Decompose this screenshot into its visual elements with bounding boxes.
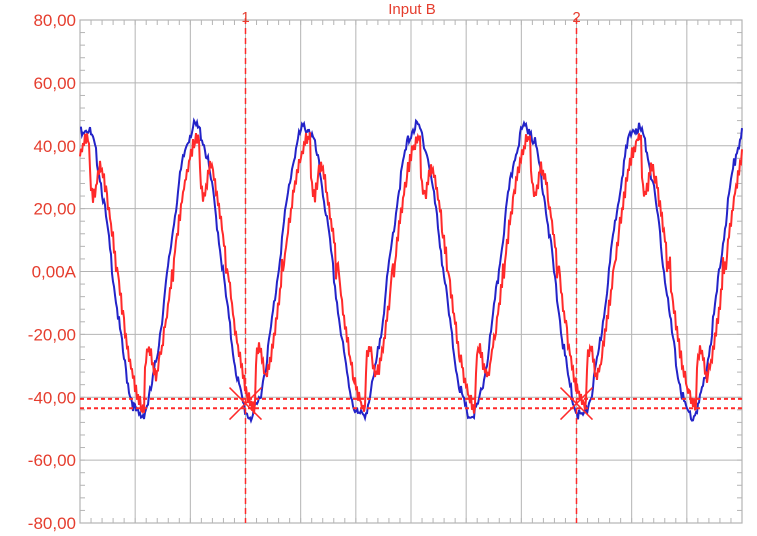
y-tick-label: 60,00 xyxy=(33,74,76,93)
y-tick-label: -80,00 xyxy=(28,514,76,533)
y-tick-label: -40,00 xyxy=(28,388,76,407)
series-blue xyxy=(80,117,743,424)
cursors xyxy=(80,18,742,523)
y-axis-labels: 80,00 60,00 40,00 20,00 0,00A -20,00 -40,00 -60… xyxy=(28,11,77,533)
y-tick-label: 40,00 xyxy=(33,137,76,156)
y-tick-label: 80,00 xyxy=(33,11,76,30)
cursor-label: 1 xyxy=(241,9,249,26)
series-red xyxy=(79,132,743,415)
traces xyxy=(79,117,743,424)
y-tick-label: -20,00 xyxy=(28,325,76,344)
y-tick-label: 0,00A xyxy=(32,263,77,282)
cursor-marker xyxy=(228,387,263,421)
cursor-label: 2 xyxy=(572,9,580,26)
cursor-marker xyxy=(559,387,594,421)
chart-title: Input B xyxy=(388,1,436,18)
y-tick-label: -60,00 xyxy=(28,451,76,470)
y-tick-label: 20,00 xyxy=(33,200,76,219)
